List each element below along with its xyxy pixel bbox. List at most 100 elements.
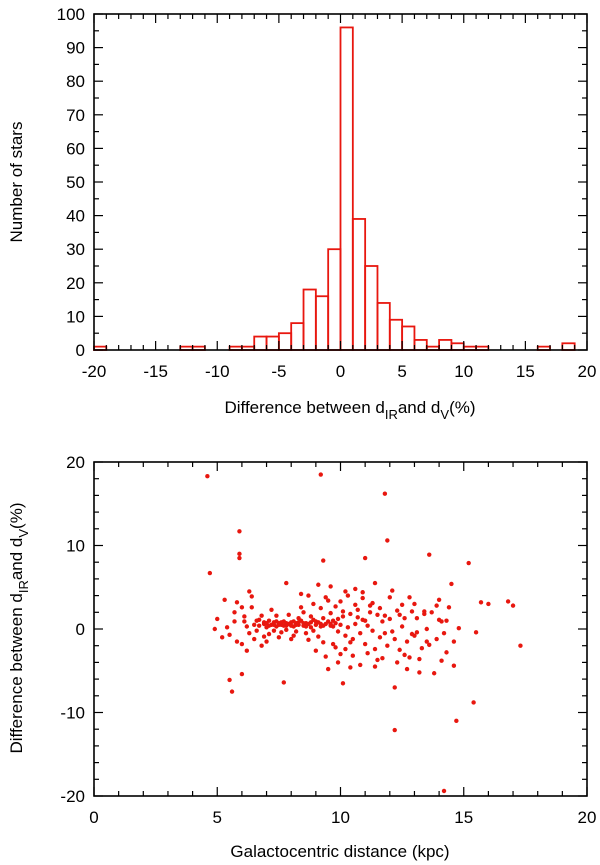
scatter-point bbox=[439, 658, 444, 663]
scatter-point bbox=[473, 630, 479, 635]
scatter-point bbox=[454, 718, 459, 724]
scatter-point bbox=[429, 610, 434, 615]
scatter-point bbox=[417, 670, 422, 675]
x-tick-label: -20 bbox=[82, 362, 107, 381]
histogram-bar bbox=[253, 335, 268, 351]
y-tick-label: -10 bbox=[60, 704, 85, 723]
scatter-point bbox=[325, 666, 331, 672]
scatter-point bbox=[419, 646, 425, 651]
scatter-point bbox=[372, 646, 378, 652]
scatter-point bbox=[321, 640, 326, 645]
scatter-point bbox=[370, 628, 375, 633]
scatter-point bbox=[330, 624, 336, 629]
scatter-point bbox=[215, 616, 220, 622]
scatter-y-axis-title-sub-ir: IR bbox=[16, 580, 31, 593]
histogram-x-axis-title: Difference between dIRand dV(%) bbox=[224, 398, 475, 422]
scatter-point bbox=[254, 618, 259, 623]
scatter-point bbox=[207, 570, 213, 576]
scatter-point bbox=[306, 593, 311, 598]
scatter-point bbox=[316, 582, 321, 587]
x-tick-label: 10 bbox=[331, 808, 350, 827]
scatter-point bbox=[353, 586, 358, 592]
scatter-point bbox=[249, 605, 254, 610]
scatter-point bbox=[353, 602, 358, 607]
scatter-point bbox=[390, 629, 395, 634]
scatter-point bbox=[227, 677, 232, 683]
scatter-point bbox=[286, 612, 291, 618]
histogram-bar bbox=[450, 342, 465, 351]
scatter-point bbox=[355, 607, 360, 612]
scatter-point bbox=[298, 605, 304, 610]
scatter-point bbox=[434, 603, 439, 608]
scatter-point bbox=[451, 639, 457, 644]
scatter-point bbox=[377, 605, 383, 611]
scatter-point bbox=[478, 600, 484, 605]
x-tick-label: 0 bbox=[89, 808, 98, 827]
scatter-point bbox=[510, 603, 516, 608]
scatter-point bbox=[338, 651, 343, 657]
scatter-point bbox=[284, 580, 289, 586]
scatter-point bbox=[394, 660, 400, 665]
scatter-point bbox=[427, 642, 432, 648]
scatter-point bbox=[343, 589, 348, 594]
y-tick-label: 80 bbox=[66, 72, 85, 91]
scatter-point bbox=[387, 595, 392, 600]
x-tick-label: 5 bbox=[397, 362, 406, 381]
scatter-point bbox=[308, 614, 314, 619]
scatter-point bbox=[321, 615, 326, 621]
scatter-point bbox=[380, 656, 385, 661]
scatter-point bbox=[284, 627, 289, 633]
scatter-point bbox=[375, 657, 380, 663]
scatter-point bbox=[360, 590, 365, 595]
scatter-point bbox=[306, 637, 311, 643]
scatter-point bbox=[505, 599, 511, 604]
scatter-point bbox=[427, 552, 432, 557]
scatter-point bbox=[237, 555, 242, 561]
x-tick-label: -15 bbox=[143, 362, 168, 381]
scatter-point bbox=[284, 620, 289, 626]
scatter-point bbox=[242, 619, 247, 624]
scatter-point bbox=[397, 612, 402, 618]
scatter-point bbox=[335, 660, 341, 665]
scatter-point bbox=[254, 628, 259, 633]
scatter-points bbox=[205, 472, 523, 794]
y-tick-label: 90 bbox=[66, 39, 85, 58]
scatter-point bbox=[222, 597, 227, 602]
scatter-point bbox=[402, 652, 407, 658]
scatter-point bbox=[311, 601, 316, 607]
histogram-bar bbox=[401, 325, 416, 351]
scatter-point bbox=[340, 609, 346, 614]
scatter-point bbox=[227, 632, 232, 638]
histogram-bar bbox=[265, 335, 280, 351]
scatter-point bbox=[276, 635, 282, 640]
scatter-point bbox=[274, 613, 279, 618]
scatter-point bbox=[372, 664, 378, 669]
scatter-point bbox=[321, 558, 326, 563]
scatter-y-axis-title-suffix: (%) bbox=[7, 502, 26, 528]
x-tick-label: 20 bbox=[578, 362, 597, 381]
scatter-point bbox=[256, 623, 262, 628]
x-tick-label: 15 bbox=[516, 362, 535, 381]
histogram-bar bbox=[376, 302, 391, 351]
scatter-point bbox=[308, 620, 314, 625]
scatter-point bbox=[269, 607, 274, 612]
scatter-point bbox=[247, 630, 252, 636]
y-tick-label: 10 bbox=[66, 307, 85, 326]
scatter-point bbox=[318, 605, 323, 611]
scatter-point bbox=[237, 551, 242, 557]
scatter-point bbox=[311, 628, 316, 633]
scatter-point bbox=[449, 581, 454, 587]
histogram-x-axis-title-middle: and d bbox=[398, 398, 441, 417]
scatter-point bbox=[279, 630, 284, 635]
scatter-point bbox=[232, 619, 237, 624]
scatter-point bbox=[345, 625, 351, 630]
x-tick-label: -10 bbox=[205, 362, 230, 381]
y-tick-label: 0 bbox=[76, 341, 85, 360]
scatter-point bbox=[289, 636, 294, 642]
scatter-point bbox=[266, 631, 272, 637]
scatter-point bbox=[343, 633, 348, 638]
scatter-point bbox=[321, 623, 326, 628]
scatter-point bbox=[392, 636, 397, 642]
scatter-point bbox=[296, 615, 301, 621]
scatter-point bbox=[340, 614, 346, 619]
